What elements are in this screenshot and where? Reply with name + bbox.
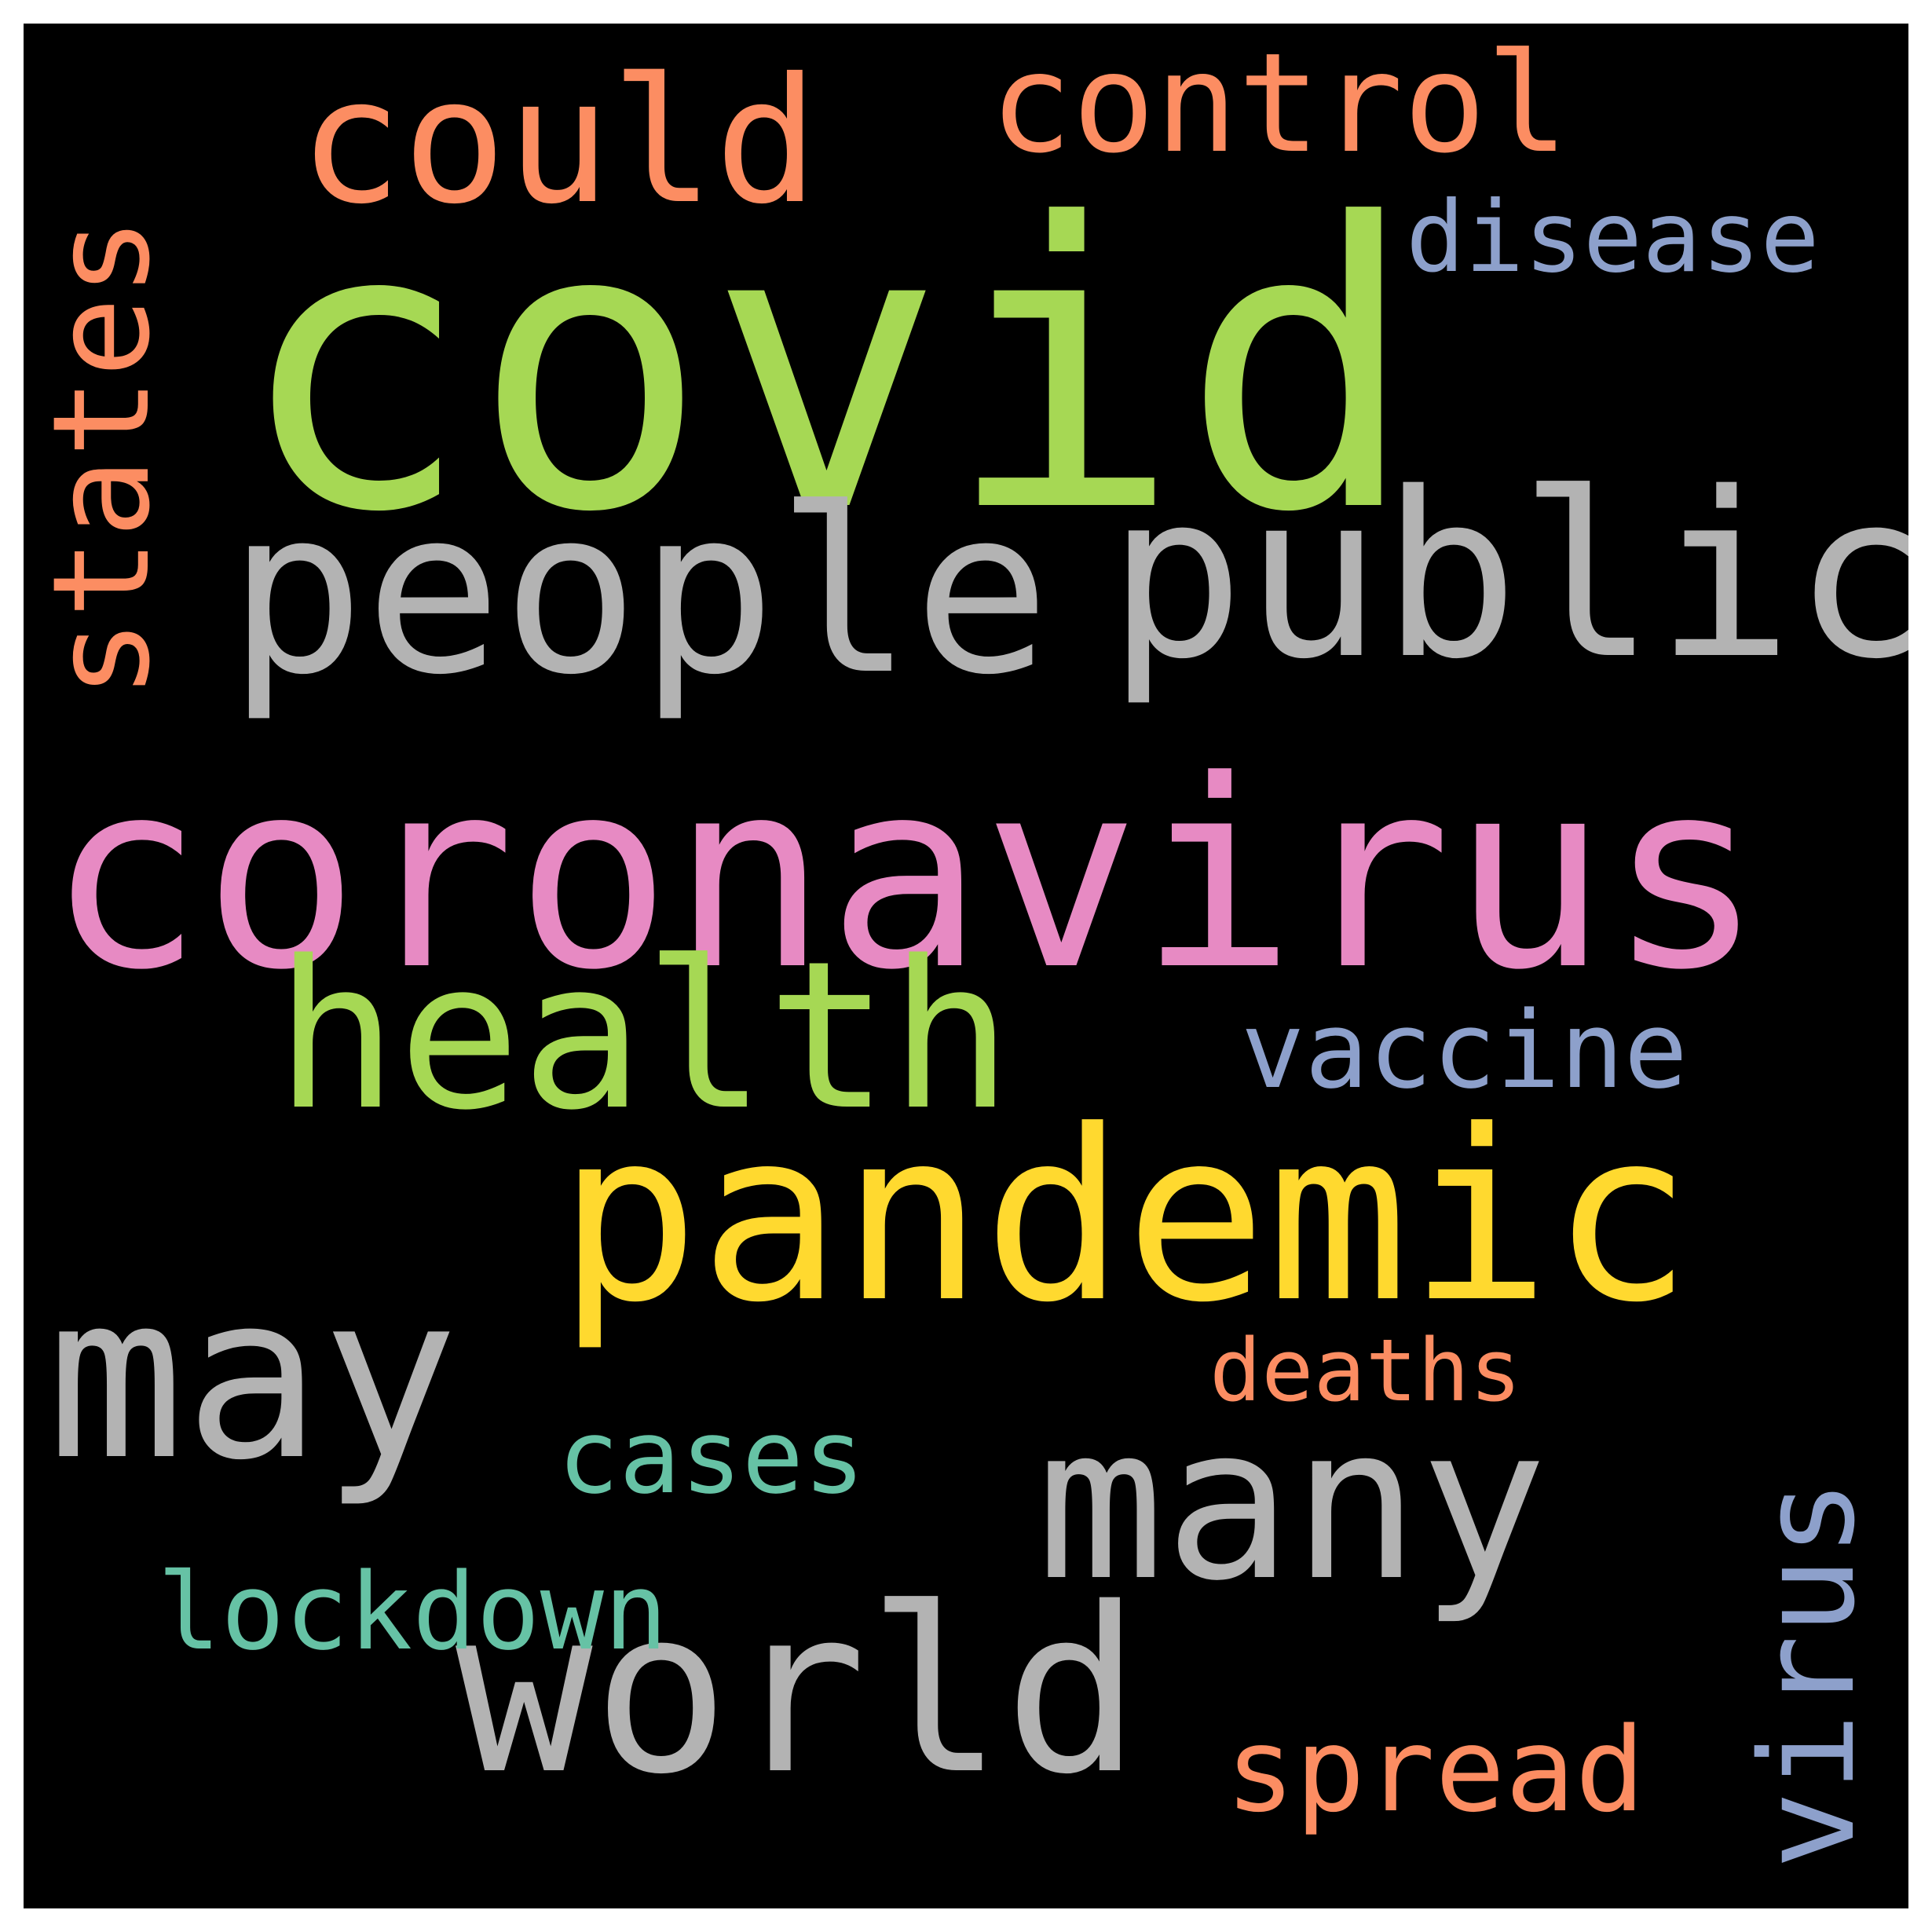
word-control: control	[990, 24, 1569, 184]
word-deaths: deaths	[1209, 1320, 1522, 1421]
word-could: could	[298, 41, 819, 242]
word-world: world	[456, 1560, 1141, 1824]
word-virus: virus	[1733, 1479, 1883, 1869]
word-many: many	[1037, 1380, 1548, 1627]
word-may: may	[47, 1246, 459, 1510]
word-cloud-canvas: covid coronavirus people public pandemic…	[24, 24, 1908, 1908]
word-lockdown: lockdown	[157, 1550, 668, 1674]
word-coronavirus: coronavirus	[47, 725, 1764, 1026]
word-cases: cases	[558, 1397, 865, 1517]
word-public: public	[1107, 445, 1908, 709]
word-people: people	[228, 460, 1051, 725]
word-spread: spread	[1225, 1703, 1645, 1838]
word-pandemic: pandemic	[558, 1080, 1692, 1354]
word-states: states	[24, 216, 180, 699]
word-health: health	[275, 918, 1013, 1155]
word-covid: covid	[236, 141, 1418, 598]
word-disease: disease	[1406, 181, 1820, 295]
word-vaccine: vaccine	[1241, 989, 1688, 1112]
